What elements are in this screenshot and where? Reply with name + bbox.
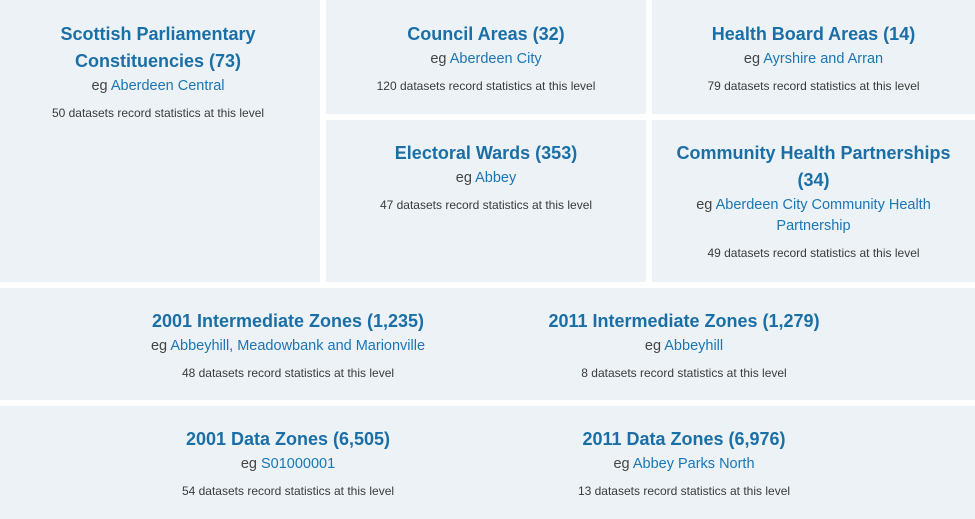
geography-title-link[interactable]: 2001 Data Zones (6,505) <box>185 429 391 449</box>
geography-title-link[interactable]: Community Health Partnerships (34) <box>676 143 951 190</box>
example-line: eg Aberdeen City <box>326 49 646 70</box>
geography-title-link[interactable]: Council Areas (32) <box>407 24 565 44</box>
example-link[interactable]: Aberdeen City <box>449 51 542 67</box>
geography-block: Health Board Areas (14) eg Ayrshire and … <box>652 21 975 94</box>
example-link[interactable]: Abbey <box>475 170 517 186</box>
geography-block: Community Health Partnerships (34) eg Ab… <box>652 140 975 261</box>
example-prefix: eg <box>455 170 472 186</box>
example-line: eg Aberdeen City Community Health Partne… <box>652 195 975 237</box>
tile-electoral-wards: Electoral Wards (353) eg Abbey 47 datase… <box>326 120 646 282</box>
geography-block: Council Areas (32) eg Aberdeen City 120 … <box>326 21 646 94</box>
datasets-count-text: 79 datasets record statistics at this le… <box>707 79 920 93</box>
example-prefix: eg <box>91 78 108 94</box>
geography-title-link[interactable]: 2001 Intermediate Zones (1,235) <box>151 311 425 331</box>
geography-block: Scottish Parliamentary Constituencies (7… <box>0 21 316 121</box>
example-link[interactable]: Abbeyhill <box>664 338 724 354</box>
datasets-count-text: 8 datasets record statistics at this lev… <box>581 366 787 380</box>
example-line: eg Abbeyhill <box>484 336 884 357</box>
geography-block: 2001 Intermediate Zones (1,235) eg Abbey… <box>88 308 488 381</box>
geography-block: 2011 Data Zones (6,976) eg Abbey Parks N… <box>484 426 884 499</box>
datasets-count-text: 50 datasets record statistics at this le… <box>51 106 265 120</box>
example-line: eg Abbeyhill, Meadowbank and Marionville <box>88 336 488 357</box>
example-line: eg Ayrshire and Arran <box>652 49 975 70</box>
datasets-count-text: 120 datasets record statistics at this l… <box>376 79 596 93</box>
geography-block: Electoral Wards (353) eg Abbey 47 datase… <box>326 140 646 213</box>
example-prefix: eg <box>644 338 662 354</box>
tile-community-health-partnerships: Community Health Partnerships (34) eg Ab… <box>652 120 975 282</box>
example-line: eg Aberdeen Central <box>0 76 316 97</box>
example-prefix: eg <box>696 197 713 213</box>
example-prefix: eg <box>240 456 257 472</box>
tile-data-zones: 2001 Data Zones (6,505) eg S01000001 54 … <box>0 406 975 519</box>
datasets-count-text: 48 datasets record statistics at this le… <box>181 366 395 380</box>
example-link[interactable]: Ayrshire and Arran <box>763 51 884 67</box>
tile-intermediate-zones: 2001 Intermediate Zones (1,235) eg Abbey… <box>0 288 975 400</box>
tile-council-areas: Council Areas (32) eg Aberdeen City 120 … <box>326 0 646 114</box>
geography-title-link[interactable]: Health Board Areas (14) <box>711 24 916 44</box>
example-prefix: eg <box>430 51 447 67</box>
datasets-count-text: 54 datasets record statistics at this le… <box>181 484 395 498</box>
example-link[interactable]: Aberdeen City Community Health Partnersh… <box>715 197 931 234</box>
example-line: eg Abbey Parks North <box>484 454 884 475</box>
datasets-count-text: 47 datasets record statistics at this le… <box>379 198 593 212</box>
geography-block: 2011 Intermediate Zones (1,279) eg Abbey… <box>484 308 884 381</box>
example-prefix: eg <box>743 51 761 67</box>
tile-health-board-areas: Health Board Areas (14) eg Ayrshire and … <box>652 0 975 114</box>
geography-title-link[interactable]: 2011 Data Zones (6,976) <box>582 429 786 449</box>
geography-block: 2001 Data Zones (6,505) eg S01000001 54 … <box>88 426 488 499</box>
datasets-count-text: 49 datasets record statistics at this le… <box>707 246 920 260</box>
example-line: eg S01000001 <box>88 454 488 475</box>
example-link[interactable]: Aberdeen Central <box>110 78 225 94</box>
example-link[interactable]: Abbey Parks North <box>632 456 755 472</box>
example-line: eg Abbey <box>326 168 646 189</box>
geography-title-link[interactable]: Scottish Parliamentary Constituencies (7… <box>60 24 256 71</box>
tile-scottish-parliamentary-constituencies: Scottish Parliamentary Constituencies (7… <box>0 0 320 282</box>
example-link[interactable]: Abbeyhill, Meadowbank and Marionville <box>170 338 426 354</box>
geography-title-link[interactable]: 2011 Intermediate Zones (1,279) <box>548 311 820 331</box>
geography-title-link[interactable]: Electoral Wards (353) <box>394 143 578 163</box>
example-link[interactable]: S01000001 <box>260 456 336 472</box>
example-prefix: eg <box>150 338 168 354</box>
example-prefix: eg <box>613 456 630 472</box>
datasets-count-text: 13 datasets record statistics at this le… <box>577 484 791 498</box>
